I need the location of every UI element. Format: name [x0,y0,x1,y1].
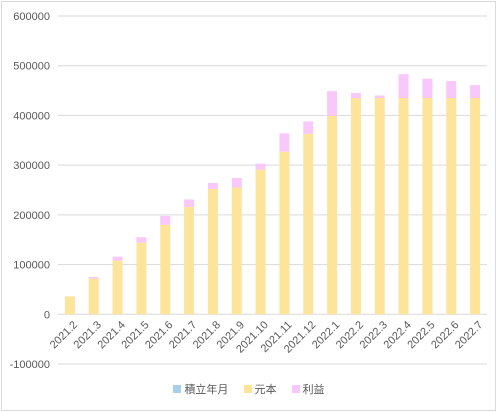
y-tick-label: 100000 [13,260,50,272]
y-tick-label: 400000 [13,110,50,122]
legend-item-rieki: 利益 [291,381,325,397]
bar-ganpon [327,115,338,315]
bar-rieki [398,74,409,99]
bar-ganpon [446,98,457,315]
bar-rieki [255,163,266,170]
bar-ganpon [279,151,290,315]
bar-rieki [327,91,338,116]
legend-label-rieki: 利益 [302,384,325,396]
bar-ganpon [136,242,147,315]
y-tick-label: 500000 [13,61,50,73]
legend: 積立年月 元本 利益 [0,381,498,397]
bar-rieki [231,178,242,188]
legend-swatch-ganpon [243,385,252,393]
bar-rieki [184,199,195,207]
bar-ganpon [255,169,266,315]
bar-rieki [112,256,123,261]
bar-ganpon [64,296,75,315]
bar-ganpon [350,98,361,315]
y-tick-label: 600000 [13,11,50,23]
y-tick-label: 300000 [13,160,50,172]
bar-rieki [374,95,385,99]
bar-ganpon [207,189,218,315]
bar-rieki [470,85,481,99]
bar-ganpon [303,133,314,315]
legend-item-tsumitate: 積立年月 [173,381,228,397]
bar-ganpon [398,98,409,315]
bar-ganpon [184,206,195,315]
bar-ganpon [160,224,171,315]
bar-ganpon [422,98,433,315]
bar-rieki [303,121,314,134]
legend-label-ganpon: 元本 [254,384,277,396]
bar-rieki [88,277,99,279]
legend-swatch-tsumitate [173,385,182,393]
y-tick-label: 0 [44,309,50,321]
bar-ganpon [470,98,481,315]
bar-rieki [207,183,218,190]
bar-ganpon [374,98,385,315]
y-tick-label: -100000 [10,359,50,371]
y-tick-label: 200000 [13,210,50,222]
bar-rieki [160,215,171,225]
bar-ganpon [88,278,99,315]
bar-rieki [422,78,433,99]
bar-rieki [279,133,290,152]
bar-rieki [350,93,361,99]
legend-item-ganpon: 元本 [243,381,277,397]
legend-label-tsumitate: 積立年月 [184,384,229,396]
bar-rieki [136,237,147,243]
legend-swatch-rieki [291,385,300,393]
x-tick-label: 2022.7 [453,319,485,351]
bar-ganpon [112,260,123,315]
bar-ganpon [231,187,242,315]
bar-rieki [446,81,457,99]
